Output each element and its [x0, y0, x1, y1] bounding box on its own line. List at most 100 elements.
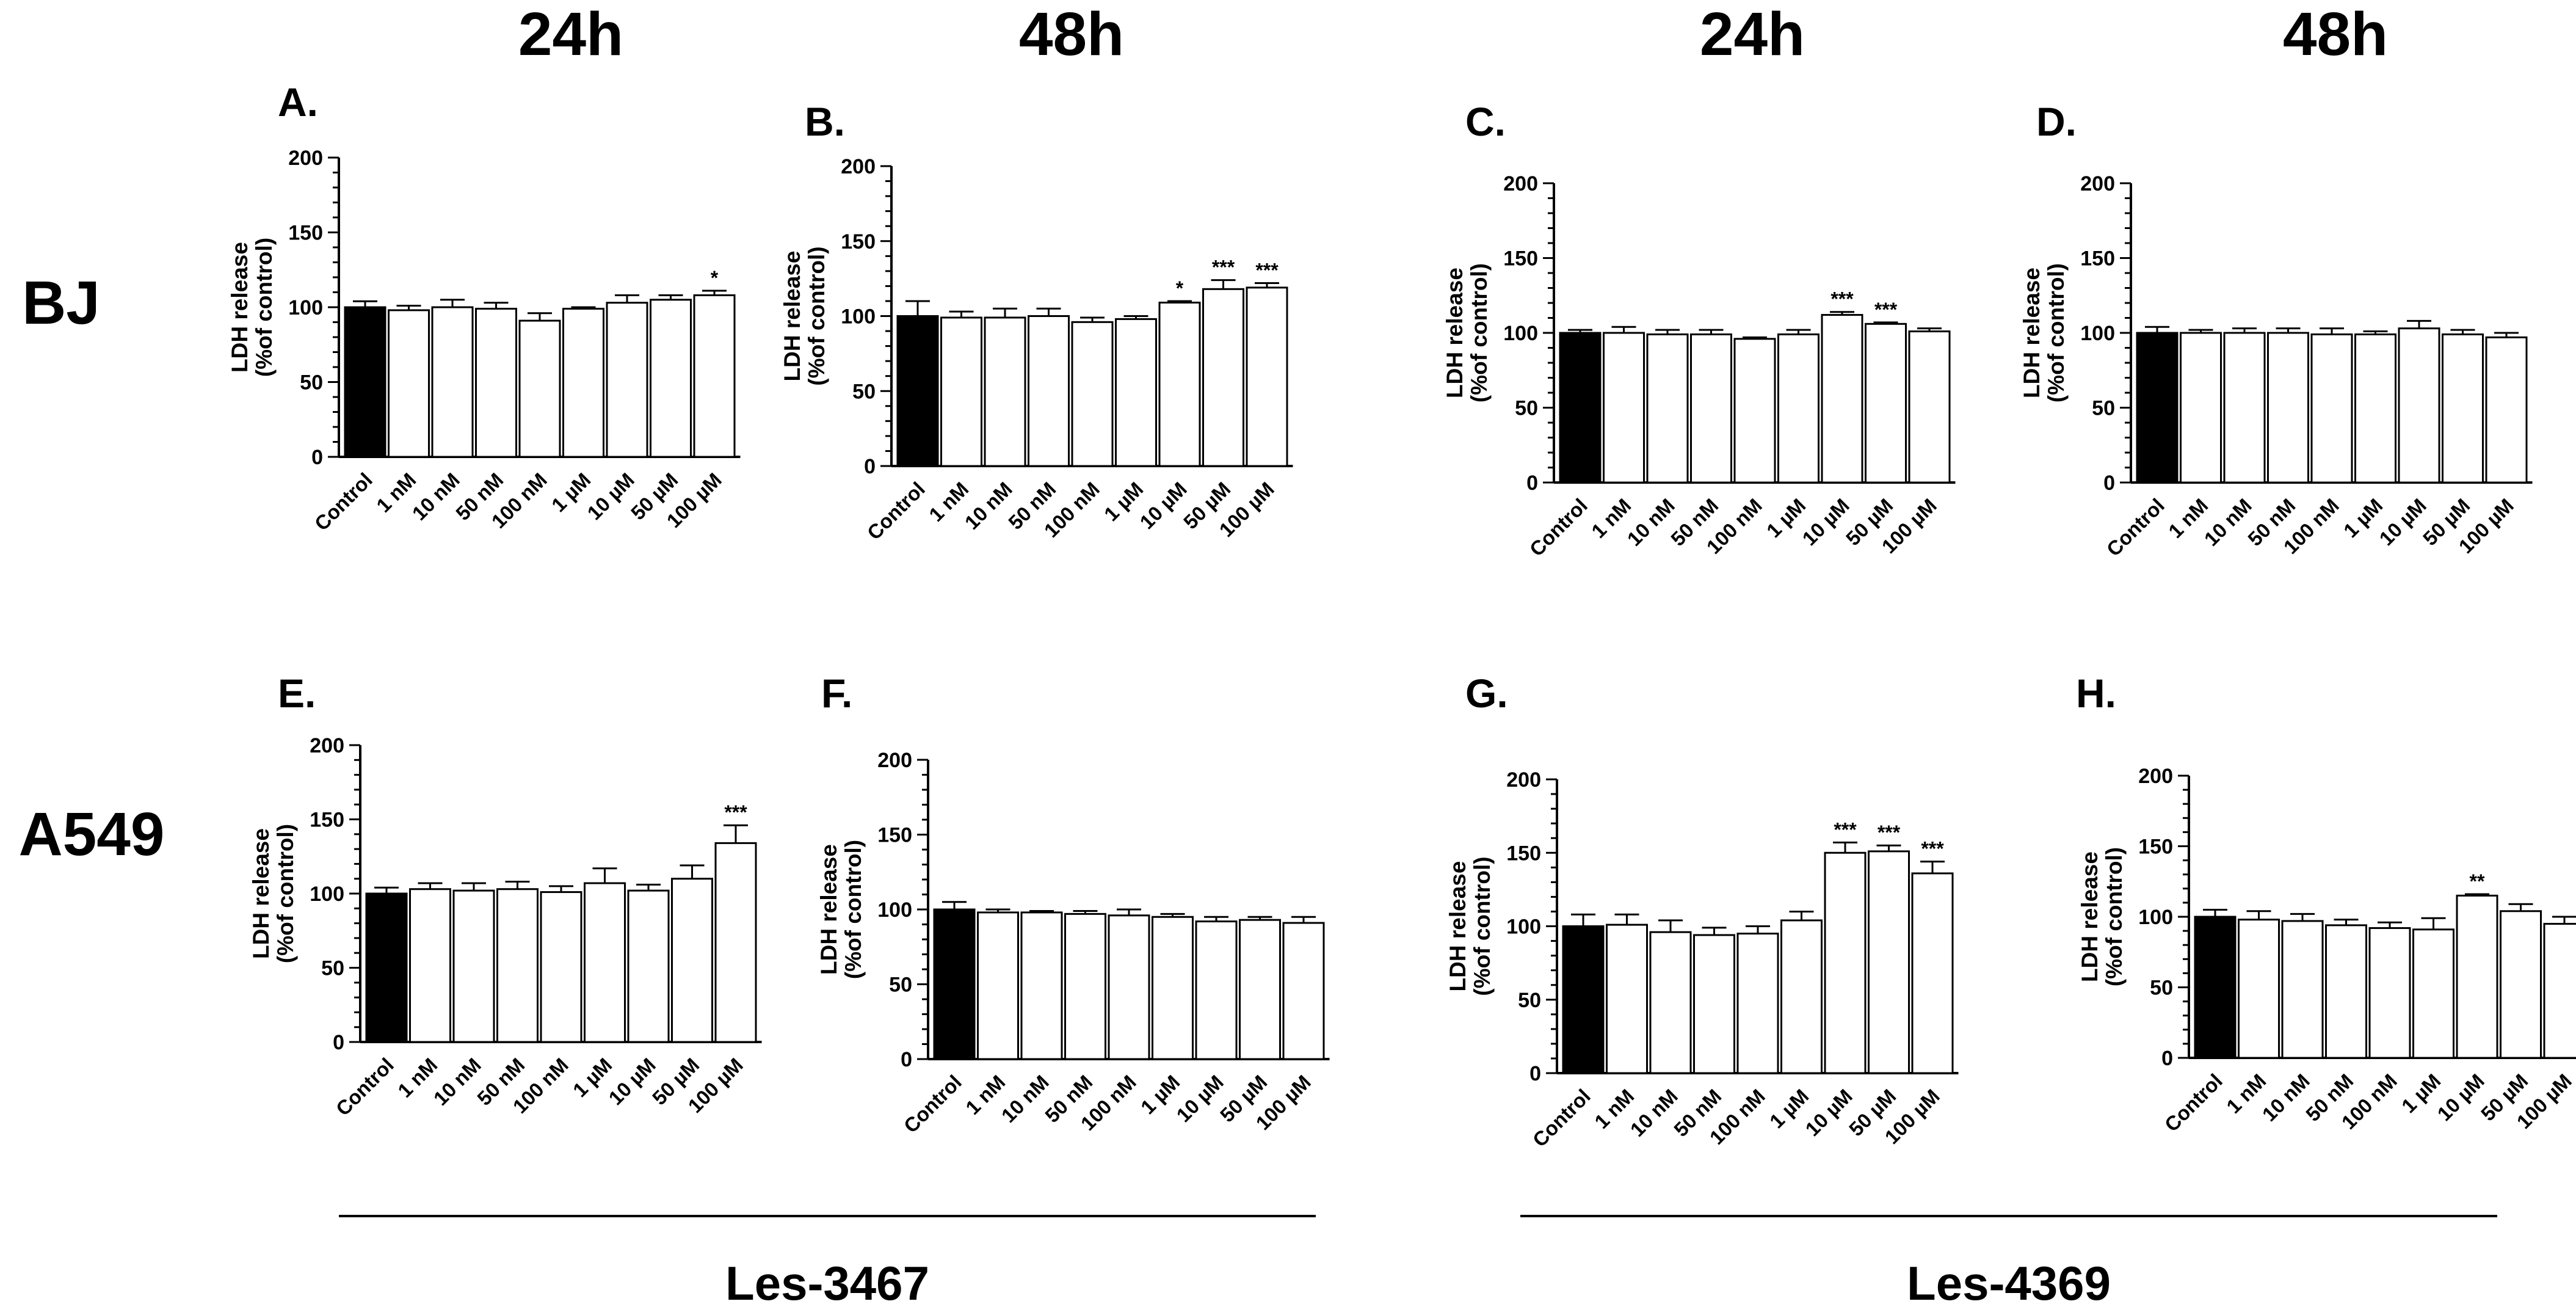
bar-1-um	[2354, 333, 2396, 484]
time-label-2: 48h	[1019, 0, 1124, 68]
x-tick-label: 10 µM	[1801, 1085, 1856, 1140]
x-tick-label: 10 nM	[1623, 494, 1679, 550]
x-tick-label: 10 µM	[582, 468, 638, 524]
chart-panel-7: G. 0 50 100 150 200 LDH release (%of control) Co…	[1445, 671, 1959, 1151]
y-tick-label: 150	[841, 230, 876, 253]
significance-mark: ***	[1212, 257, 1235, 279]
bar-1-nm	[2238, 919, 2280, 1059]
bar-control	[365, 892, 408, 1043]
bar-10-um	[606, 302, 648, 458]
chart-panel-5: E. 0 50 100 150 200 LDH release (%of control) Co…	[249, 671, 762, 1120]
time-label-3: 24h	[1700, 0, 1805, 68]
bar-1-nm	[409, 888, 451, 1043]
bar-1-nm	[388, 309, 430, 458]
panel-label: D.	[2036, 99, 2077, 144]
y-tick-label: 150	[877, 824, 912, 847]
y-tick-label: 0	[311, 446, 323, 469]
bar-10-nm	[1020, 911, 1063, 1060]
x-tick-label: Control	[863, 478, 929, 544]
significance-mark: ***	[1255, 259, 1279, 281]
bar-100-nm	[1108, 914, 1150, 1060]
chart-panel-1: A. 0 50 100 150 200 LDH release (%of control) Co…	[227, 79, 741, 535]
significance-mark: ***	[1834, 818, 1857, 840]
x-tick-label: 10 µM	[1172, 1071, 1227, 1126]
y-tick-label: 50	[321, 957, 344, 980]
bar-control	[344, 306, 386, 458]
y-tick-label: 50	[2092, 397, 2115, 420]
bar-1-um	[1152, 916, 1194, 1060]
significance-mark: ***	[1874, 299, 1898, 321]
bar-100-um	[1911, 872, 1954, 1074]
bar-100-um	[1908, 330, 1951, 484]
y-axis-label: LDH release	[816, 844, 841, 975]
y-tick-label: 0	[2161, 1047, 2173, 1070]
bar-100-nm	[2368, 927, 2411, 1059]
panel-label: H.	[2076, 671, 2116, 716]
x-tick-label: Control	[899, 1071, 966, 1137]
compound-label-1: Les-3467	[725, 1256, 929, 1310]
bar-50-nm	[2267, 332, 2309, 484]
x-tick-label: 10 µM	[1798, 494, 1853, 550]
bar-10-um	[1195, 920, 1238, 1060]
y-axis-label: LDH release	[2077, 851, 2102, 982]
significance-mark: ***	[1830, 288, 1854, 310]
y-tick-label: 0	[901, 1048, 912, 1071]
y-tick-label: 0	[333, 1031, 344, 1054]
y-axis-label: (%of control)	[1467, 263, 1492, 403]
significance-mark: **	[2470, 870, 2485, 892]
y-tick-label: 200	[288, 147, 323, 170]
y-tick-label: 50	[889, 974, 912, 997]
bar-1-nm	[1606, 923, 1648, 1074]
y-tick-label: 0	[864, 455, 876, 478]
y-axis-label: (%of control)	[2044, 263, 2069, 403]
y-axis-label: (%of control)	[1470, 856, 1495, 996]
bar-50-um	[671, 878, 713, 1043]
bar-100-um	[1282, 922, 1325, 1060]
y-tick-label: 50	[2150, 977, 2173, 1000]
y-tick-label: 50	[1515, 397, 1538, 420]
x-tick-label: 10 nM	[408, 468, 464, 525]
bar-100-um	[714, 842, 757, 1043]
bar-50-um	[1239, 919, 1281, 1060]
bar-50-nm	[2325, 924, 2367, 1059]
bar-100-nm	[540, 891, 582, 1043]
bar-10-um	[1158, 301, 1201, 467]
x-tick-label: Control	[2102, 494, 2169, 561]
significance-mark: *	[1176, 277, 1184, 299]
y-tick-label: 200	[877, 749, 912, 772]
y-tick-label: 100	[2080, 322, 2115, 345]
chart-panel-3: C. 0 50 100 150 200 LDH release (%of control) Co…	[1442, 99, 1956, 561]
y-axis-label: LDH release	[1445, 861, 1470, 992]
x-tick-label: Control	[310, 468, 377, 535]
x-tick-label: 10 µM	[604, 1054, 659, 1109]
y-tick-label: 100	[841, 305, 876, 329]
y-tick-label: 100	[288, 296, 323, 319]
bar-10-nm	[1646, 333, 1689, 484]
y-tick-label: 50	[1518, 989, 1541, 1012]
panel-label: E.	[278, 671, 316, 716]
bar-1-nm	[977, 911, 1019, 1060]
bar-1-nm	[940, 316, 982, 467]
chart-panel-6: F. 0 50 100 150 200 LDH release (%of control) Co…	[816, 671, 1330, 1137]
bar-50-um	[1868, 850, 1910, 1074]
panel-label: C.	[1465, 99, 1506, 144]
bar-10-um	[2398, 327, 2440, 484]
bar-1-um	[562, 307, 604, 458]
y-tick-label: 150	[1506, 842, 1541, 865]
x-tick-label: 10 µM	[1135, 478, 1191, 533]
y-axis-label: (%of control)	[2102, 847, 2127, 986]
y-tick-label: 100	[1506, 916, 1541, 939]
bar-50-nm	[1690, 333, 1732, 484]
x-tick-label: 10 µM	[2375, 494, 2430, 550]
y-axis-label: (%of control)	[804, 246, 829, 385]
y-tick-label: 50	[852, 380, 876, 403]
x-tick-label: Control	[1525, 494, 1592, 561]
x-tick-label: 10 nM	[2258, 1069, 2314, 1126]
x-tick-label: 10 nM	[997, 1071, 1053, 1127]
bar-50-nm	[1693, 934, 1735, 1074]
panel-label: G.	[1465, 671, 1508, 716]
bar-control	[2136, 332, 2179, 484]
y-tick-label: 200	[1503, 172, 1538, 195]
y-tick-label: 100	[877, 898, 912, 922]
